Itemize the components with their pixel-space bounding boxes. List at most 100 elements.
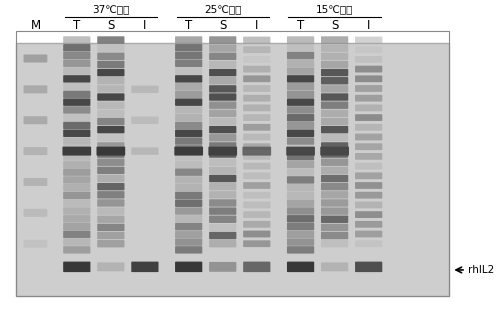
FancyBboxPatch shape	[97, 175, 124, 182]
FancyBboxPatch shape	[355, 182, 382, 189]
FancyBboxPatch shape	[242, 146, 271, 156]
FancyBboxPatch shape	[63, 91, 90, 98]
FancyBboxPatch shape	[209, 134, 236, 141]
FancyBboxPatch shape	[63, 99, 90, 106]
FancyBboxPatch shape	[175, 207, 203, 215]
FancyBboxPatch shape	[355, 134, 382, 141]
FancyBboxPatch shape	[209, 44, 236, 52]
FancyBboxPatch shape	[97, 110, 124, 117]
FancyBboxPatch shape	[209, 191, 236, 198]
FancyBboxPatch shape	[24, 209, 48, 217]
FancyBboxPatch shape	[321, 110, 348, 117]
FancyBboxPatch shape	[175, 215, 203, 223]
FancyBboxPatch shape	[355, 46, 382, 53]
Text: I: I	[255, 19, 258, 32]
FancyBboxPatch shape	[287, 199, 314, 207]
Text: rhIL2: rhIL2	[468, 265, 494, 275]
FancyBboxPatch shape	[24, 240, 48, 248]
FancyBboxPatch shape	[175, 83, 203, 90]
FancyBboxPatch shape	[97, 199, 124, 207]
FancyBboxPatch shape	[355, 75, 382, 82]
FancyBboxPatch shape	[321, 262, 348, 271]
FancyBboxPatch shape	[132, 147, 158, 155]
FancyBboxPatch shape	[97, 232, 124, 239]
FancyBboxPatch shape	[321, 61, 348, 68]
FancyBboxPatch shape	[63, 192, 90, 199]
FancyBboxPatch shape	[63, 59, 90, 67]
FancyBboxPatch shape	[97, 167, 124, 174]
FancyBboxPatch shape	[209, 53, 236, 60]
FancyBboxPatch shape	[209, 232, 236, 239]
FancyBboxPatch shape	[97, 216, 124, 223]
FancyBboxPatch shape	[321, 126, 348, 133]
FancyBboxPatch shape	[175, 161, 203, 168]
FancyBboxPatch shape	[243, 153, 270, 160]
FancyBboxPatch shape	[97, 158, 124, 166]
FancyBboxPatch shape	[97, 183, 124, 190]
FancyBboxPatch shape	[321, 224, 348, 231]
FancyBboxPatch shape	[175, 145, 203, 152]
FancyBboxPatch shape	[63, 239, 90, 246]
FancyBboxPatch shape	[175, 223, 203, 230]
FancyBboxPatch shape	[243, 163, 270, 170]
FancyBboxPatch shape	[286, 146, 315, 156]
FancyBboxPatch shape	[321, 150, 348, 158]
FancyBboxPatch shape	[63, 184, 90, 191]
FancyBboxPatch shape	[97, 150, 124, 158]
FancyBboxPatch shape	[63, 83, 90, 90]
FancyBboxPatch shape	[243, 66, 270, 73]
FancyBboxPatch shape	[287, 176, 314, 184]
FancyBboxPatch shape	[63, 176, 90, 184]
FancyBboxPatch shape	[287, 215, 314, 223]
FancyBboxPatch shape	[321, 183, 348, 190]
Text: S: S	[107, 19, 114, 32]
FancyBboxPatch shape	[24, 116, 48, 124]
Text: T: T	[185, 19, 192, 32]
FancyBboxPatch shape	[287, 114, 314, 121]
FancyBboxPatch shape	[287, 130, 314, 137]
FancyBboxPatch shape	[243, 262, 270, 272]
FancyBboxPatch shape	[24, 147, 48, 155]
FancyBboxPatch shape	[175, 75, 203, 83]
FancyBboxPatch shape	[287, 91, 314, 98]
FancyBboxPatch shape	[355, 202, 382, 208]
FancyBboxPatch shape	[97, 93, 124, 101]
FancyBboxPatch shape	[355, 221, 382, 228]
FancyBboxPatch shape	[287, 122, 314, 129]
FancyBboxPatch shape	[209, 240, 236, 247]
FancyBboxPatch shape	[208, 146, 237, 156]
FancyBboxPatch shape	[175, 192, 203, 199]
FancyBboxPatch shape	[63, 246, 90, 254]
FancyBboxPatch shape	[321, 208, 348, 215]
FancyBboxPatch shape	[63, 130, 90, 137]
FancyBboxPatch shape	[175, 36, 203, 44]
FancyBboxPatch shape	[320, 146, 349, 156]
FancyBboxPatch shape	[97, 208, 124, 215]
FancyBboxPatch shape	[16, 43, 449, 296]
FancyBboxPatch shape	[175, 44, 203, 51]
FancyBboxPatch shape	[355, 262, 382, 272]
FancyBboxPatch shape	[175, 168, 203, 176]
FancyBboxPatch shape	[287, 239, 314, 246]
FancyBboxPatch shape	[209, 77, 236, 85]
FancyBboxPatch shape	[243, 221, 270, 228]
FancyBboxPatch shape	[321, 158, 348, 166]
FancyBboxPatch shape	[132, 86, 158, 93]
FancyBboxPatch shape	[97, 69, 124, 76]
FancyBboxPatch shape	[209, 118, 236, 125]
FancyBboxPatch shape	[63, 75, 90, 83]
Text: S: S	[331, 19, 338, 32]
FancyBboxPatch shape	[63, 122, 90, 129]
FancyBboxPatch shape	[321, 69, 348, 76]
Text: I: I	[143, 19, 146, 32]
FancyBboxPatch shape	[355, 163, 382, 170]
FancyBboxPatch shape	[243, 124, 270, 131]
FancyBboxPatch shape	[321, 142, 348, 150]
FancyBboxPatch shape	[287, 137, 314, 145]
FancyBboxPatch shape	[355, 211, 382, 218]
FancyBboxPatch shape	[355, 105, 382, 111]
FancyBboxPatch shape	[321, 199, 348, 207]
FancyBboxPatch shape	[243, 56, 270, 63]
FancyBboxPatch shape	[209, 126, 236, 133]
FancyBboxPatch shape	[287, 262, 314, 272]
